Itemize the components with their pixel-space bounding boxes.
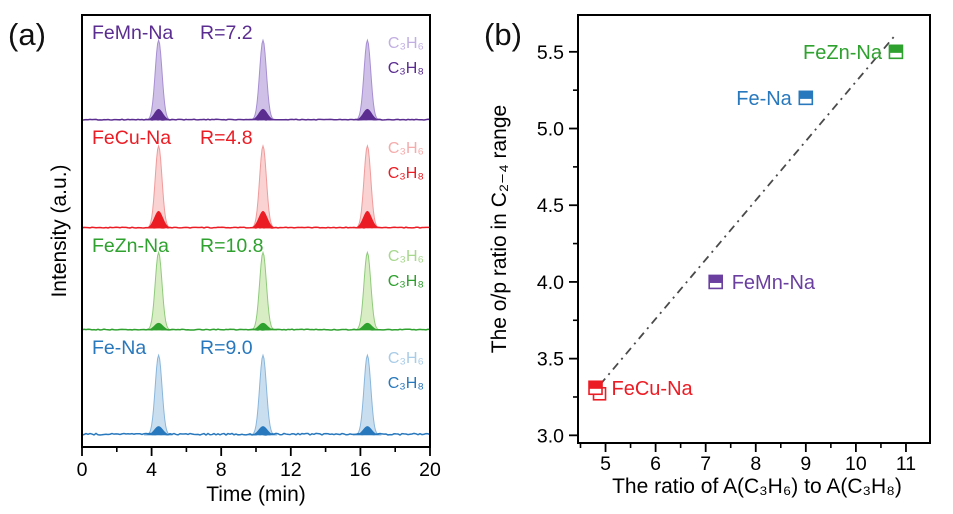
x-tick-label: 12 xyxy=(280,459,302,481)
legend-c3h6-label: C₃H₆ xyxy=(388,248,424,265)
c3h8-peak xyxy=(248,426,278,435)
y-tick-label: 3.5 xyxy=(537,349,564,371)
data-point-FeCu-Na: FeCu-Na xyxy=(588,378,694,401)
chromatogram-FeCu-Na: FeCu-Na R=4.8 C₃H₆ C₃H₈ xyxy=(81,127,431,229)
panel-a-frame xyxy=(81,14,431,448)
series-r-label: R=10.8 xyxy=(200,235,263,257)
c3h6-peak xyxy=(144,353,173,436)
point-label: FeZn-Na xyxy=(803,42,883,64)
legend-c3h8-label: C₃H₈ xyxy=(388,60,424,77)
series-name-label: FeMn-Na xyxy=(92,22,173,44)
c3h8-peak xyxy=(143,108,174,120)
data-point-FeMn-Na: FeMn-Na xyxy=(708,272,816,294)
c3h8-peak xyxy=(143,426,174,435)
panel-a-chromatograms: (a) FeMn-Na R=7.2 C₃H₆ C₃H₈ FeCu-Na R=4.8 C₃H₆… xyxy=(8,14,441,506)
y-tick-label: 5.0 xyxy=(537,119,564,141)
c3h6-peak xyxy=(248,38,278,121)
data-point-Fe-Na: Fe-Na xyxy=(736,88,814,110)
series-r-label: R=4.8 xyxy=(200,127,253,149)
x-tick-label: 0 xyxy=(77,459,88,481)
x-tick-label: 7 xyxy=(700,453,711,475)
c3h6-peak xyxy=(144,250,173,331)
legend-c3h6-label: C₃H₆ xyxy=(388,140,424,157)
c3h8-peak xyxy=(352,210,383,228)
panel-b-plot-area: 5 6 7 8 9 10 11 3.0 3.5 4.0 4.5 5.0 5.5 FeCu-Na FeMn-N… xyxy=(537,14,931,475)
c3h8-peak xyxy=(248,322,278,330)
chromatogram-FeZn-Na: FeZn-Na R=10.8 C₃H₆ C₃H₈ xyxy=(81,235,431,331)
c3h6-peak xyxy=(352,38,382,121)
c3h8-peak xyxy=(352,108,383,120)
legend-c3h6-label: C₃H₆ xyxy=(388,35,424,52)
square-marker-fill xyxy=(709,275,723,283)
baseline-FeZn-Na xyxy=(81,328,431,331)
x-tick-label: 8 xyxy=(216,459,227,481)
baseline-FeCu-Na xyxy=(81,226,431,229)
square-marker-fill xyxy=(589,381,603,389)
y-tick-label: 4.0 xyxy=(537,272,564,294)
square-marker-fill xyxy=(799,91,813,99)
point-label: FeMn-Na xyxy=(732,272,816,294)
series-name-label: FeCu-Na xyxy=(92,127,171,149)
point-label: FeCu-Na xyxy=(612,378,694,400)
c3h8-peak xyxy=(352,426,383,435)
c3h6-peak xyxy=(144,38,173,121)
data-point-FeZn-Na: FeZn-Na xyxy=(803,42,904,64)
legend-c3h8-label: C₃H₈ xyxy=(388,273,424,290)
c3h8-peak xyxy=(143,210,174,228)
x-tick-label: 8 xyxy=(750,453,761,475)
c3h8-peak xyxy=(143,322,174,330)
baseline-Fe-Na xyxy=(81,432,431,436)
panel-b-scatter: (b) 5 6 7 8 9 10 11 3.0 3.5 4.0 4.5 5.0 5.5 FeCu-Na Fe… xyxy=(484,14,931,498)
panel-b-yaxis-title: The o/p ratio in C₂₋₄ range xyxy=(488,105,511,353)
panel-a-xaxis-title: Time (min) xyxy=(206,483,306,506)
x-tick-label: 20 xyxy=(419,459,441,481)
c3h6-peak xyxy=(352,250,382,331)
y-tick-label: 5.5 xyxy=(537,42,564,64)
legend-c3h8-label: C₃H₈ xyxy=(388,375,424,392)
panel-a-letter: (a) xyxy=(8,17,46,52)
x-tick-label: 5 xyxy=(600,453,611,475)
c3h6-peak xyxy=(248,353,278,436)
c3h8-peak xyxy=(248,210,278,228)
legend-c3h8-label: C₃H₈ xyxy=(388,165,424,182)
series-name-label: FeZn-Na xyxy=(92,235,169,257)
series-r-label: R=9.0 xyxy=(200,337,253,359)
c3h6-peak xyxy=(352,353,382,436)
series-r-label: R=7.2 xyxy=(200,22,253,44)
series-name-label: Fe-Na xyxy=(92,337,146,359)
panel-b-xaxis-title: The ratio of A(C₃H₆) to A(C₃H₈) xyxy=(612,475,902,498)
square-marker-fill xyxy=(889,45,903,53)
panel-a-plot-area: FeMn-Na R=7.2 C₃H₆ C₃H₈ FeCu-Na R=4.8 C₃H₆ C₃H₈… xyxy=(77,14,441,481)
x-tick-label: 9 xyxy=(800,453,811,475)
legend-c3h6-label: C₃H₆ xyxy=(388,350,424,367)
y-tick-label: 4.5 xyxy=(537,195,564,217)
panel-b-letter: (b) xyxy=(484,17,522,52)
trend-line xyxy=(599,34,897,386)
baseline-FeMn-Na xyxy=(81,118,431,121)
x-tick-label: 6 xyxy=(650,453,661,475)
c3h6-peak xyxy=(248,250,278,331)
point-label: Fe-Na xyxy=(736,88,792,110)
x-tick-label: 16 xyxy=(350,459,372,481)
panel-a-yaxis-title: Intensity (a.u.) xyxy=(48,164,71,297)
c3h8-peak xyxy=(248,108,278,120)
c3h8-peak xyxy=(352,322,383,330)
chromatogram-FeMn-Na: FeMn-Na R=7.2 C₃H₆ C₃H₈ xyxy=(81,22,431,121)
x-tick-label: 11 xyxy=(896,453,916,475)
chromatogram-Fe-Na: Fe-Na R=9.0 C₃H₆ C₃H₈ xyxy=(81,337,431,436)
y-tick-label: 3.0 xyxy=(537,425,564,447)
panel-b-frame xyxy=(577,14,931,444)
x-tick-label: 4 xyxy=(146,459,157,481)
x-tick-label: 10 xyxy=(845,453,867,475)
